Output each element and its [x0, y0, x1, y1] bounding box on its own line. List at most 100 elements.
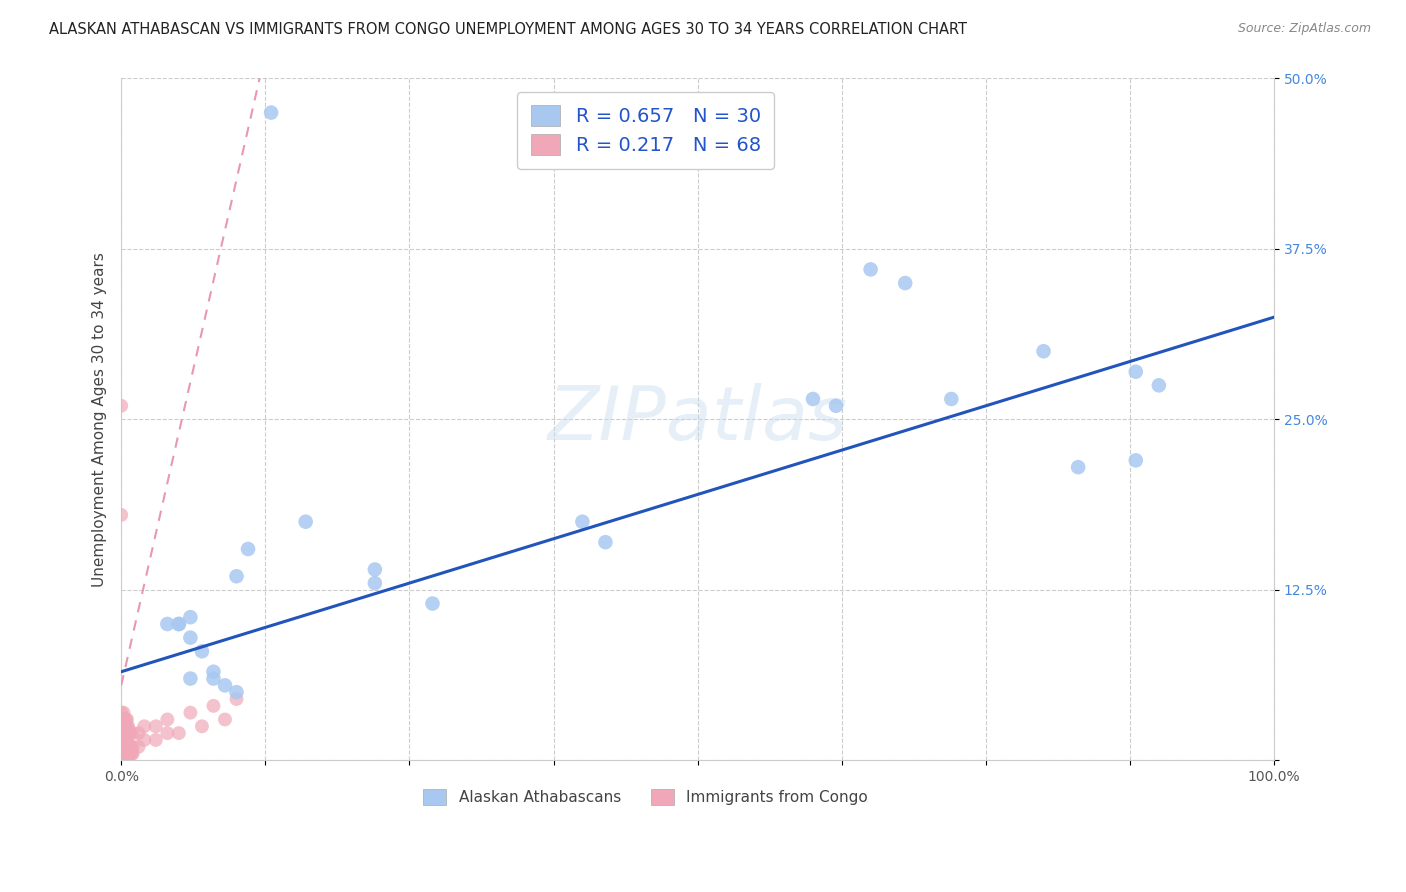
- Point: [120, 747, 142, 761]
- Point: [422, 597, 444, 611]
- Point: [115, 739, 138, 754]
- Point: [121, 726, 143, 740]
- Point: [117, 719, 139, 733]
- Point: [121, 739, 143, 754]
- Point: [110, 733, 132, 747]
- Point: [112, 706, 135, 720]
- Point: [364, 562, 387, 576]
- Point: [225, 685, 247, 699]
- Point: [115, 733, 138, 747]
- Point: [202, 665, 225, 679]
- Point: [156, 726, 179, 740]
- Point: [121, 747, 143, 761]
- Point: [1032, 344, 1054, 359]
- Point: [214, 713, 236, 727]
- Point: [110, 399, 132, 413]
- Point: [1125, 453, 1147, 467]
- Point: [117, 747, 139, 761]
- Point: [294, 515, 316, 529]
- Point: [115, 713, 138, 727]
- Point: [114, 747, 136, 761]
- Point: [110, 713, 132, 727]
- Point: [110, 729, 132, 743]
- Point: [1147, 378, 1170, 392]
- Point: [145, 733, 167, 747]
- Point: [112, 747, 135, 761]
- Point: [114, 739, 136, 754]
- Point: [191, 644, 214, 658]
- Y-axis label: Unemployment Among Ages 30 to 34 years: Unemployment Among Ages 30 to 34 years: [93, 252, 107, 587]
- Point: [110, 742, 132, 756]
- Point: [595, 535, 617, 549]
- Point: [114, 719, 136, 733]
- Text: ZIPatlas: ZIPatlas: [547, 384, 848, 456]
- Point: [110, 508, 132, 522]
- Point: [112, 726, 135, 740]
- Point: [117, 726, 139, 740]
- Point: [179, 610, 201, 624]
- Point: [225, 692, 247, 706]
- Text: ALASKAN ATHABASCAN VS IMMIGRANTS FROM CONGO UNEMPLOYMENT AMONG AGES 30 TO 34 YEA: ALASKAN ATHABASCAN VS IMMIGRANTS FROM CO…: [49, 22, 967, 37]
- Point: [260, 105, 283, 120]
- Point: [117, 739, 139, 754]
- Point: [115, 726, 138, 740]
- Point: [1067, 460, 1090, 475]
- Point: [364, 576, 387, 591]
- Point: [114, 713, 136, 727]
- Point: [115, 747, 138, 761]
- Point: [114, 726, 136, 740]
- Point: [114, 731, 136, 746]
- Point: [859, 262, 882, 277]
- Point: [121, 747, 143, 761]
- Point: [112, 719, 135, 733]
- Point: [118, 747, 141, 761]
- Point: [118, 726, 141, 740]
- Point: [1125, 365, 1147, 379]
- Point: [145, 719, 167, 733]
- Point: [128, 739, 150, 754]
- Point: [202, 698, 225, 713]
- Point: [167, 726, 190, 740]
- Point: [825, 399, 848, 413]
- Point: [801, 392, 824, 406]
- Point: [114, 726, 136, 740]
- Point: [191, 719, 214, 733]
- Legend: Alaskan Athabascans, Immigrants from Congo: Alaskan Athabascans, Immigrants from Con…: [415, 780, 877, 814]
- Point: [120, 739, 142, 754]
- Point: [571, 515, 593, 529]
- Point: [236, 541, 259, 556]
- Point: [894, 276, 917, 290]
- Point: [110, 706, 132, 720]
- Point: [114, 737, 136, 751]
- Point: [156, 617, 179, 632]
- Point: [120, 726, 142, 740]
- Point: [156, 713, 179, 727]
- Point: [110, 739, 132, 754]
- Point: [110, 726, 132, 740]
- Point: [121, 739, 143, 754]
- Point: [167, 617, 190, 632]
- Point: [225, 569, 247, 583]
- Point: [214, 678, 236, 692]
- Point: [114, 713, 136, 727]
- Point: [134, 719, 156, 733]
- Point: [134, 733, 156, 747]
- Point: [110, 747, 132, 761]
- Point: [202, 672, 225, 686]
- Point: [941, 392, 963, 406]
- Point: [110, 737, 132, 751]
- Point: [112, 742, 135, 756]
- Point: [114, 742, 136, 756]
- Point: [179, 672, 201, 686]
- Point: [112, 737, 135, 751]
- Text: Source: ZipAtlas.com: Source: ZipAtlas.com: [1237, 22, 1371, 36]
- Point: [167, 617, 190, 632]
- Point: [112, 713, 135, 727]
- Point: [115, 719, 138, 733]
- Point: [118, 739, 141, 754]
- Point: [114, 719, 136, 733]
- Point: [179, 631, 201, 645]
- Point: [128, 726, 150, 740]
- Point: [114, 747, 136, 761]
- Point: [179, 706, 201, 720]
